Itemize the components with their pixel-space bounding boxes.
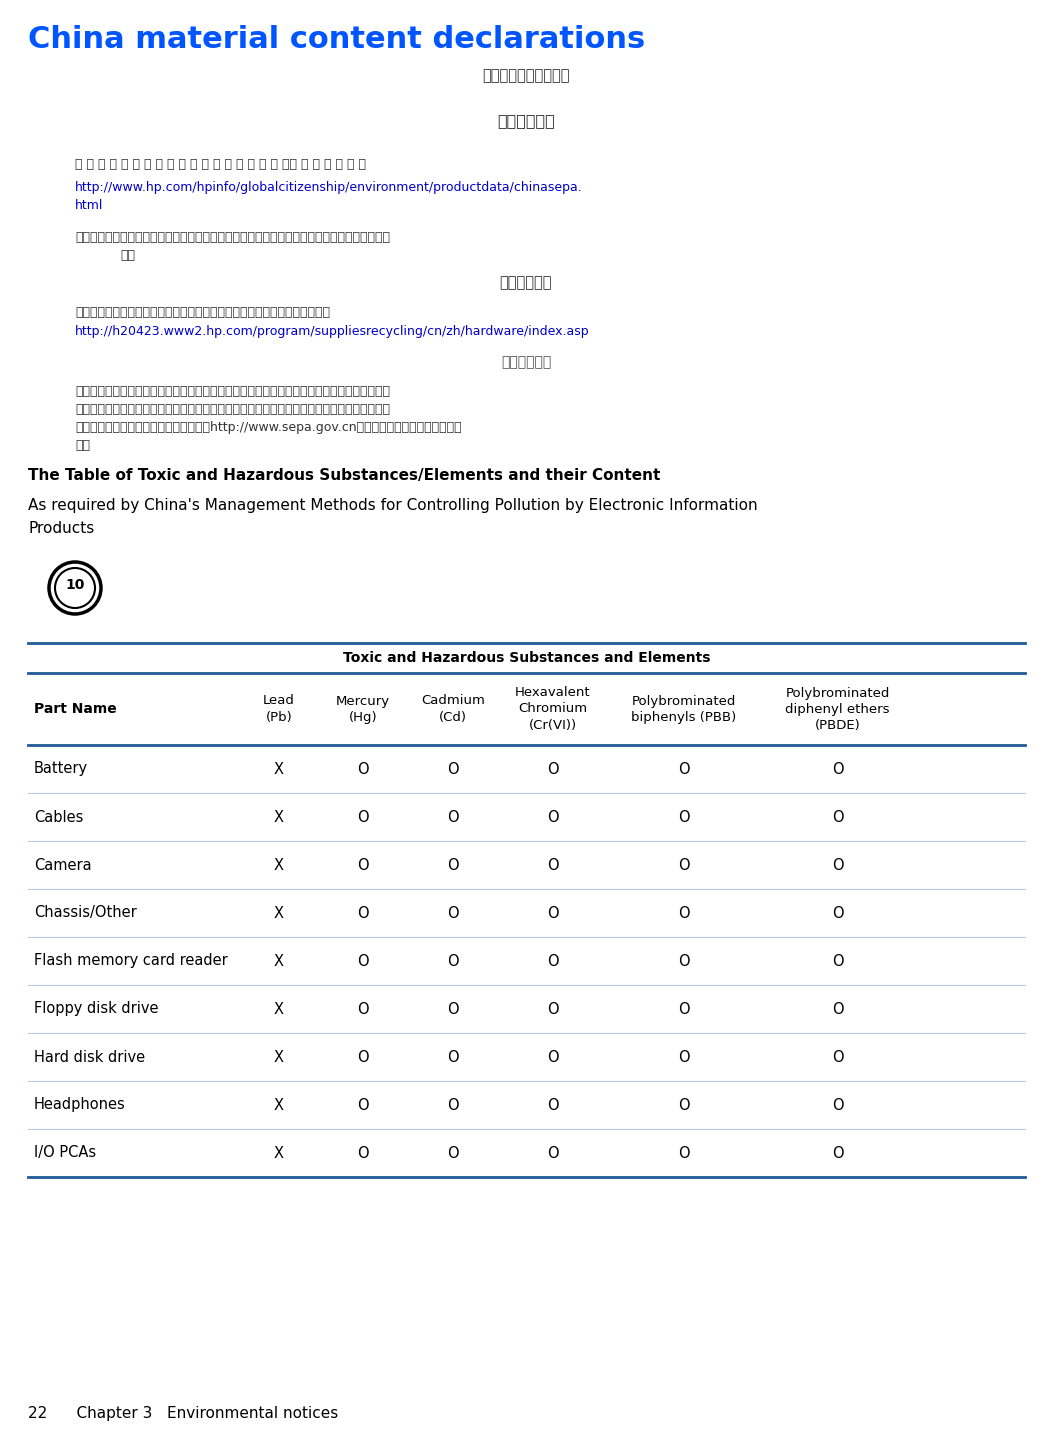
Text: 微型计算机电源声明书: 微型计算机电源声明书 [482, 68, 570, 84]
Text: O: O [357, 1098, 369, 1113]
Text: O: O [448, 906, 459, 921]
Text: O: O [357, 954, 369, 968]
Text: O: O [448, 954, 459, 968]
Text: O: O [448, 857, 459, 873]
Text: Cadmium
(Cd): Cadmium (Cd) [421, 694, 485, 723]
Text: O: O [678, 1146, 690, 1160]
Text: Toxic and Hazardous Substances and Elements: Toxic and Hazardous Substances and Eleme… [342, 651, 711, 665]
Text: Chassis/Other: Chassis/Other [34, 906, 137, 921]
Text: O: O [678, 906, 690, 921]
Text: Headphones: Headphones [34, 1098, 125, 1113]
Text: O: O [548, 810, 559, 824]
Text: O: O [832, 762, 843, 776]
Text: Polybrominated
biphenyls (PBB): Polybrominated biphenyls (PBB) [632, 694, 737, 723]
Text: O: O [678, 1049, 690, 1065]
Text: O: O [678, 1001, 690, 1016]
Text: 源等环境优势，在国家环境保护部网站（http://www.sepa.gov.cn）上可浏览到关于环境标志的信: 源等环境优势，在国家环境保护部网站（http://www.sepa.gov.cn… [75, 421, 461, 434]
Text: Battery: Battery [34, 762, 88, 776]
Text: O: O [548, 857, 559, 873]
Text: As required by China's Management Methods for Controlling Pollution by Electroni: As required by China's Management Method… [28, 498, 757, 514]
Text: O: O [678, 857, 690, 873]
Text: O: O [678, 954, 690, 968]
Text: O: O [548, 1098, 559, 1113]
Text: The Table of Toxic and Hazardous Substances/Elements and their Content: The Table of Toxic and Hazardous Substan… [28, 468, 660, 483]
Text: I/O PCAs: I/O PCAs [34, 1146, 96, 1160]
Text: O: O [548, 1146, 559, 1160]
Text: China material content declarations: China material content declarations [28, 25, 645, 53]
Text: O: O [832, 857, 843, 873]
Text: O: O [357, 1049, 369, 1065]
Text: X: X [274, 810, 284, 824]
Text: 环境标志信息: 环境标志信息 [501, 355, 551, 369]
Text: 10: 10 [65, 579, 84, 592]
Text: 惠 普 公 司 对 笔 记 本 电 脑 提 供 能 耗 信 息 说 明 ，更 多 信 息 请 登 陆: 惠 普 公 司 对 笔 记 本 电 脑 提 供 能 耗 信 息 说 明 ，更 多… [75, 157, 366, 172]
Text: X: X [274, 1001, 284, 1016]
Text: O: O [448, 1098, 459, 1113]
Text: O: O [357, 906, 369, 921]
Text: X: X [274, 906, 284, 921]
Text: O: O [357, 810, 369, 824]
Text: Products: Products [28, 521, 95, 535]
Text: 产、使用和处理处置过程中符合特定的环境保护要求，与同类产品相比，具有低毒少害、节约资: 产、使用和处理处置过程中符合特定的环境保护要求，与同类产品相比，具有低毒少害、节… [75, 403, 390, 416]
Text: O: O [832, 954, 843, 968]
Text: Camera: Camera [34, 857, 92, 873]
Text: X: X [274, 1146, 284, 1160]
Text: O: O [548, 762, 559, 776]
Text: O: O [448, 1146, 459, 1160]
Text: O: O [832, 1049, 843, 1065]
Text: 22      Chapter 3   Environmental notices: 22 Chapter 3 Environmental notices [28, 1405, 338, 1421]
Text: O: O [548, 906, 559, 921]
Text: O: O [548, 954, 559, 968]
Text: Floppy disk drive: Floppy disk drive [34, 1001, 159, 1016]
Text: O: O [678, 1098, 690, 1113]
Text: Lead
(Pb): Lead (Pb) [263, 694, 295, 723]
Text: O: O [357, 857, 369, 873]
Text: O: O [832, 1146, 843, 1160]
Text: 笔记本电脑已在中国环境标志认证产品的范围中，环境标志表明该产品不仅品质合格，而且在生: 笔记本电脑已在中国环境标志认证产品的范围中，环境标志表明该产品不仅品质合格，而且… [75, 385, 390, 398]
Text: Part Name: Part Name [34, 701, 117, 716]
Text: O: O [678, 810, 690, 824]
Text: O: O [448, 1049, 459, 1065]
Text: 当本产品进行操作时，若在未接任何外部输入电源的状态下，产品将实现零能耗的状况，特此声: 当本产品进行操作时，若在未接任何外部输入电源的状态下，产品将实现零能耗的状况，特… [75, 231, 390, 244]
Text: Hard disk drive: Hard disk drive [34, 1049, 145, 1065]
Text: 明。: 明。 [120, 250, 135, 263]
Text: Cables: Cables [34, 810, 83, 824]
Text: O: O [448, 810, 459, 824]
Text: X: X [274, 954, 284, 968]
Text: 能耗信息说明: 能耗信息说明 [497, 113, 555, 128]
Text: Flash memory card reader: Flash memory card reader [34, 954, 227, 968]
Text: O: O [448, 762, 459, 776]
Text: Hexavalent
Chromium
(Cr(VI)): Hexavalent Chromium (Cr(VI)) [515, 687, 591, 732]
Text: 惠普公司对废弃的电子计算机（笔记本电脑）提供回收服务，更多信息请登陆: 惠普公司对废弃的电子计算机（笔记本电脑）提供回收服务，更多信息请登陆 [75, 306, 330, 319]
Text: O: O [548, 1001, 559, 1016]
Text: X: X [274, 1098, 284, 1113]
Text: Polybrominated
diphenyl ethers
(PBDE): Polybrominated diphenyl ethers (PBDE) [786, 687, 890, 732]
Text: 息。: 息。 [75, 439, 90, 452]
Text: O: O [832, 1098, 843, 1113]
Text: 回收信息说明: 回收信息说明 [500, 276, 552, 290]
Text: html: html [75, 199, 103, 212]
Text: X: X [274, 762, 284, 776]
Text: O: O [832, 1001, 843, 1016]
Text: X: X [274, 857, 284, 873]
Text: http://www.hp.com/hpinfo/globalcitizenship/environment/productdata/chinasepa.: http://www.hp.com/hpinfo/globalcitizensh… [75, 180, 582, 193]
Text: http://h20423.www2.hp.com/program/suppliesrecycling/cn/zh/hardware/index.asp: http://h20423.www2.hp.com/program/suppli… [75, 325, 590, 338]
Text: O: O [357, 1001, 369, 1016]
Text: X: X [274, 1049, 284, 1065]
Text: O: O [832, 810, 843, 824]
Text: Mercury
(Hg): Mercury (Hg) [336, 694, 390, 723]
Text: O: O [357, 762, 369, 776]
Text: O: O [448, 1001, 459, 1016]
Text: O: O [832, 906, 843, 921]
Text: O: O [357, 1146, 369, 1160]
Text: O: O [678, 762, 690, 776]
Text: O: O [548, 1049, 559, 1065]
